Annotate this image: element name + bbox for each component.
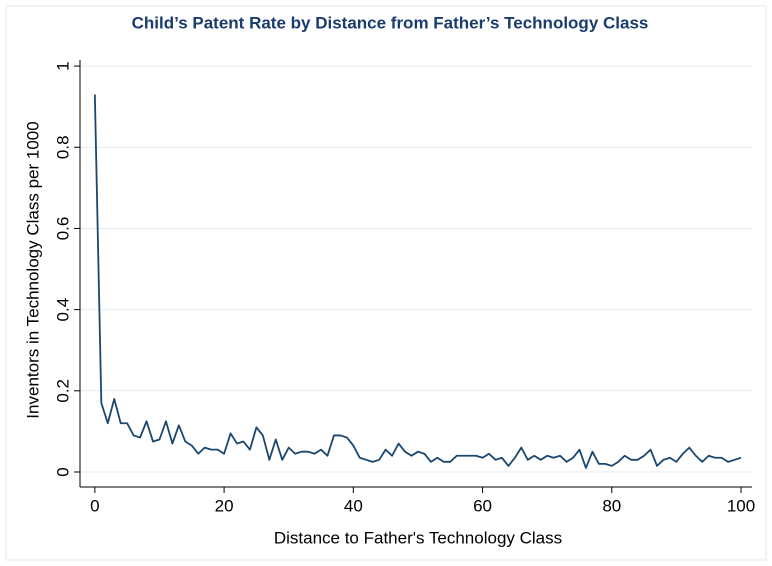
x-axis-label: Distance to Father's Technology Class xyxy=(274,528,562,547)
chart-frame xyxy=(5,5,767,561)
data-line xyxy=(93,94,742,469)
x-tick-label: 60 xyxy=(473,496,492,515)
x-tick-label: 80 xyxy=(602,496,621,515)
x-tick-label: 0 xyxy=(90,496,99,515)
y-tick-label: 1 xyxy=(53,61,72,70)
y-tick-label: 0.2 xyxy=(53,379,72,403)
y-tick-label: 0.4 xyxy=(53,298,72,322)
y-tick-label: 0.8 xyxy=(53,135,72,159)
x-tick-label: 40 xyxy=(344,496,363,515)
y-tick-label: 0.6 xyxy=(53,217,72,241)
x-tick-label: 100 xyxy=(727,496,755,515)
x-tick-label: 20 xyxy=(215,496,234,515)
y-axis-label: Inventors in Technology Class per 1000 xyxy=(23,121,42,418)
chart-title: Child’s Patent Rate by Distance from Fat… xyxy=(132,13,649,32)
y-tick-label: 0 xyxy=(53,467,72,476)
